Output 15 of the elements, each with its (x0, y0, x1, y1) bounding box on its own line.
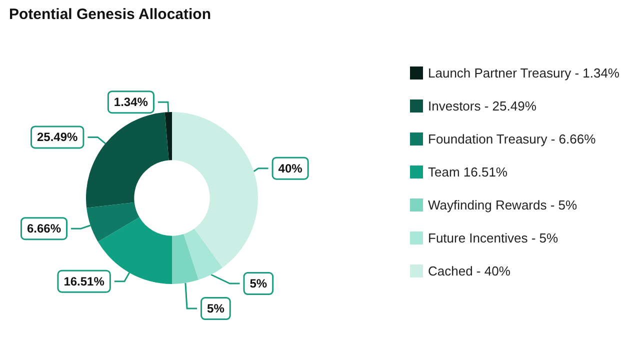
data-label: 25.49% (37, 130, 78, 144)
legend-label: Wayfinding Rewards - 5% (428, 198, 578, 212)
data-label: 5% (250, 276, 268, 291)
data-label: 16.51% (64, 274, 105, 288)
data-label: 1.34% (114, 95, 148, 110)
chart-title: Potential Genesis Allocation (9, 6, 211, 23)
legend-label: Future Incentives - 5% (428, 230, 558, 246)
legend-label: Investors - 25.49% (428, 98, 537, 114)
legend-label: Cached - 40% (428, 264, 511, 278)
data-label: 5% (207, 302, 225, 316)
legend-label: Foundation Treasury - 6.66% (428, 132, 596, 146)
legend-label: Team 16.51% (428, 164, 508, 180)
legend-label: Launch Partner Treasury - 1.34% (428, 66, 620, 80)
data-label: 40% (278, 161, 303, 176)
data-label: 6.66% (26, 222, 62, 236)
